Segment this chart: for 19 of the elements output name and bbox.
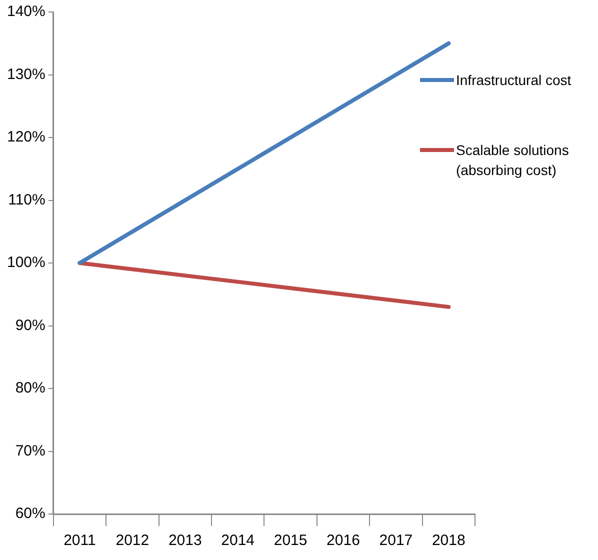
x-tick-label: 2012: [116, 532, 150, 550]
y-tick-label: 140%: [6, 3, 46, 20]
y-tick-label: 120%: [6, 128, 46, 146]
x-tick-label: 2016: [326, 532, 360, 550]
y-tick-label: 70%: [15, 442, 46, 460]
y-tick-label: 100%: [6, 254, 46, 272]
y-tick-label: 60%: [15, 505, 46, 522]
x-tick-label: 2018: [432, 532, 466, 550]
y-tick-label: 90%: [15, 316, 46, 334]
legend-label: Infrastructural cost: [456, 71, 572, 90]
x-tick-label: 2011: [64, 532, 96, 550]
x-tick-label: 2017: [379, 532, 413, 550]
y-tick-label: 110%: [8, 191, 46, 208]
x-tick-label: 2015: [274, 532, 308, 550]
y-tick-label: 130%: [6, 66, 46, 83]
legend-label: Scalable solutions (absorbing cost): [456, 141, 570, 180]
x-tick-label: 2014: [221, 532, 255, 550]
y-tick-label: 80%: [15, 380, 46, 397]
x-tick-label: 2013: [168, 532, 202, 550]
